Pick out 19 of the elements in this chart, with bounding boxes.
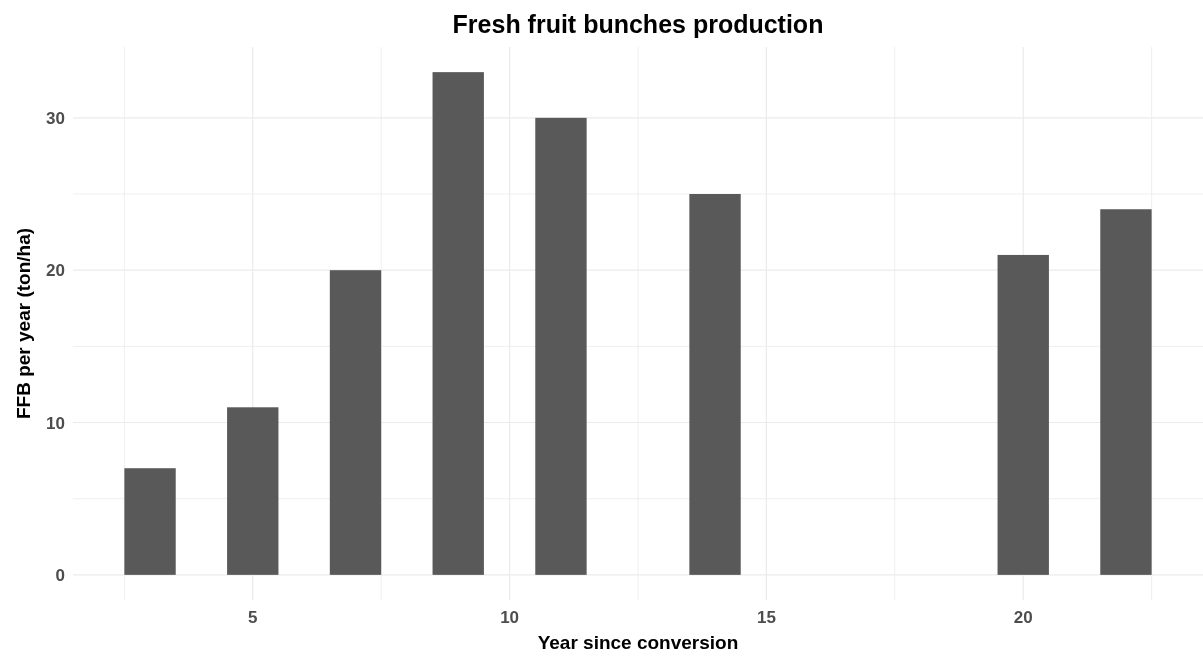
x-tick-label: 10: [500, 608, 520, 627]
x-tick-label: 20: [1013, 608, 1033, 627]
bar: [432, 72, 484, 575]
bar: [997, 254, 1049, 575]
bar: [227, 407, 279, 575]
bar: [535, 117, 587, 575]
x-tick-label: 5: [248, 608, 258, 627]
y-tick-label: 10: [46, 413, 65, 433]
x-tick-label: 15: [756, 608, 776, 627]
bar: [329, 270, 382, 575]
bar: [689, 194, 741, 575]
y-tick-label: 0: [55, 565, 65, 585]
x-axis-title: Year since conversion: [537, 632, 739, 653]
bar: [124, 468, 176, 575]
bar: [1100, 209, 1152, 575]
y-axis-title: FFB per year (ton/ha): [13, 227, 34, 420]
y-tick-label: 20: [46, 261, 65, 281]
chart-title: Fresh fruit bunches production: [452, 10, 824, 38]
y-tick-label: 30: [46, 108, 65, 128]
